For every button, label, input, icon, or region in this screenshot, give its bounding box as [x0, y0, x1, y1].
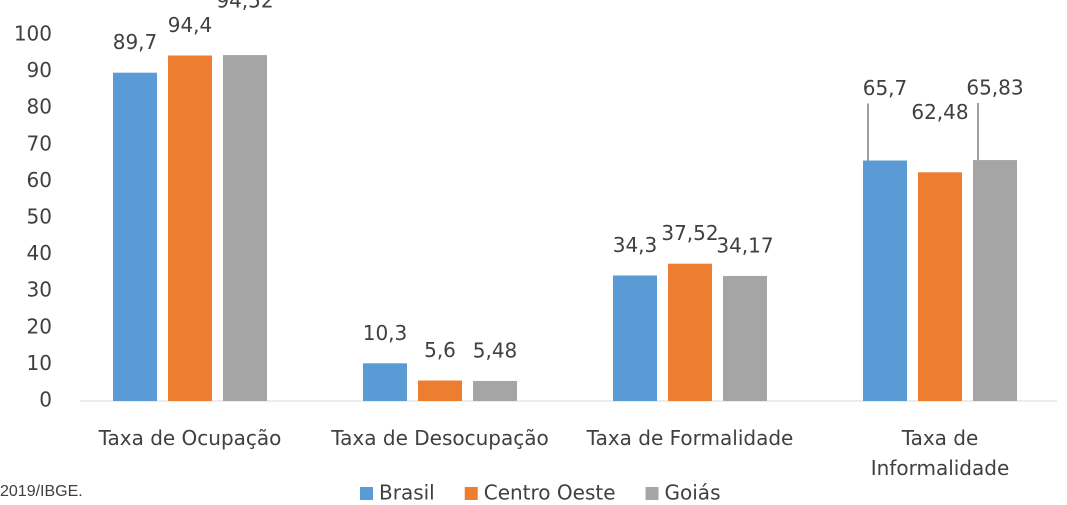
- bar: [363, 363, 407, 401]
- x-tick-label: Taxa de Ocupação: [98, 426, 282, 450]
- bar: [973, 160, 1017, 401]
- data-label: 5,6: [424, 338, 456, 362]
- data-label: 5,48: [473, 338, 518, 362]
- y-tick-label: 100: [14, 22, 52, 46]
- data-label: 94,4: [168, 13, 213, 37]
- bar: [918, 172, 962, 401]
- legend-swatch: [360, 487, 373, 500]
- legend-label: Goiás: [665, 481, 721, 505]
- y-tick-label: 80: [27, 95, 52, 119]
- bar: [223, 55, 267, 402]
- data-label: 65,83: [966, 76, 1023, 100]
- y-tick-label: 70: [27, 131, 52, 155]
- bar: [863, 160, 907, 401]
- bar: [168, 55, 212, 401]
- bar: [723, 275, 767, 401]
- legend-label: Centro Oeste: [484, 481, 616, 505]
- bar: [668, 263, 712, 401]
- legend-label: Brasil: [379, 481, 435, 505]
- data-label: 65,7: [863, 76, 908, 100]
- data-label: 34,3: [613, 233, 658, 257]
- y-tick-label: 30: [27, 278, 52, 302]
- bar: [473, 380, 517, 401]
- y-tick-label: 20: [27, 314, 52, 338]
- bar: [613, 275, 657, 401]
- y-tick-label: 60: [27, 168, 52, 192]
- legend-swatch: [645, 487, 659, 500]
- legend-swatch: [464, 487, 478, 500]
- x-tick-label: Taxa de Desocupação: [331, 426, 549, 450]
- x-tick-label: Taxa de Formalidade: [586, 426, 794, 450]
- data-label: 62,48: [911, 100, 968, 124]
- y-tick-label: 10: [27, 351, 52, 375]
- bar: [418, 380, 462, 401]
- data-label: 94,52: [216, 0, 273, 13]
- source-note: 2019/IBGE.: [0, 483, 83, 500]
- y-tick-label: 40: [27, 241, 52, 265]
- bar: [113, 72, 157, 401]
- data-label: 37,52: [661, 221, 718, 245]
- x-tick-label: Taxa de Informalidade: [870, 426, 1010, 480]
- data-label: 10,3: [363, 321, 408, 345]
- y-tick-label: 90: [27, 58, 52, 82]
- data-label: 34,17: [716, 233, 773, 257]
- data-label: 89,7: [113, 30, 158, 54]
- y-tick-label: 0: [39, 388, 52, 412]
- y-tick-label: 50: [27, 205, 52, 229]
